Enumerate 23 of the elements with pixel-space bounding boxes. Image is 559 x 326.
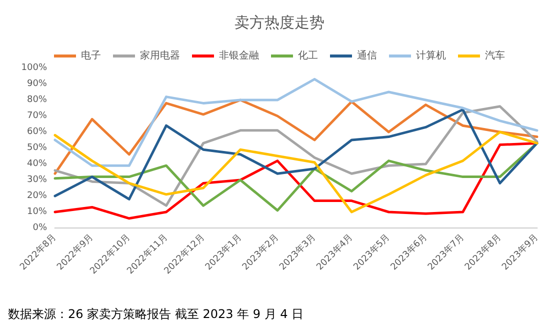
source-note: 数据来源：26 家卖方策略报告 截至 2023 年 9 月 4 日 — [8, 307, 304, 321]
legend-label: 家用电器 — [140, 50, 180, 62]
line-series — [54, 78, 538, 167]
y-tick-label: 80% — [26, 95, 48, 105]
legend-label: 化工 — [298, 50, 318, 62]
legend-label: 非银金融 — [219, 50, 259, 62]
line-series — [54, 98, 538, 175]
y-tick-label: 90% — [26, 79, 48, 89]
y-tick-label: 60% — [26, 127, 48, 137]
y-tick-label: 100% — [21, 63, 48, 73]
legend-label: 电子 — [81, 50, 101, 62]
y-tick-label: 40% — [26, 159, 48, 169]
line-series — [54, 130, 538, 214]
legend-label: 计算机 — [416, 50, 446, 62]
y-tick-label: 50% — [26, 143, 48, 153]
chart-title: 卖方热度走势 — [234, 14, 324, 32]
legend-label: 汽车 — [485, 50, 505, 62]
y-tick-label: 70% — [26, 111, 48, 121]
y-tick-label: 10% — [26, 207, 48, 217]
y-tick-label: 30% — [26, 175, 48, 185]
legend-label: 通信 — [357, 50, 377, 62]
y-tick-label: 20% — [26, 191, 48, 201]
y-tick-label: 0% — [32, 223, 48, 233]
